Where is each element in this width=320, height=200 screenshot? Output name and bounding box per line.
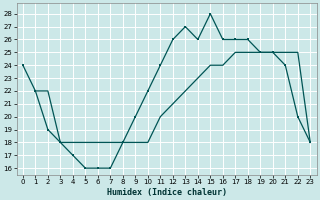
X-axis label: Humidex (Indice chaleur): Humidex (Indice chaleur) — [107, 188, 227, 197]
